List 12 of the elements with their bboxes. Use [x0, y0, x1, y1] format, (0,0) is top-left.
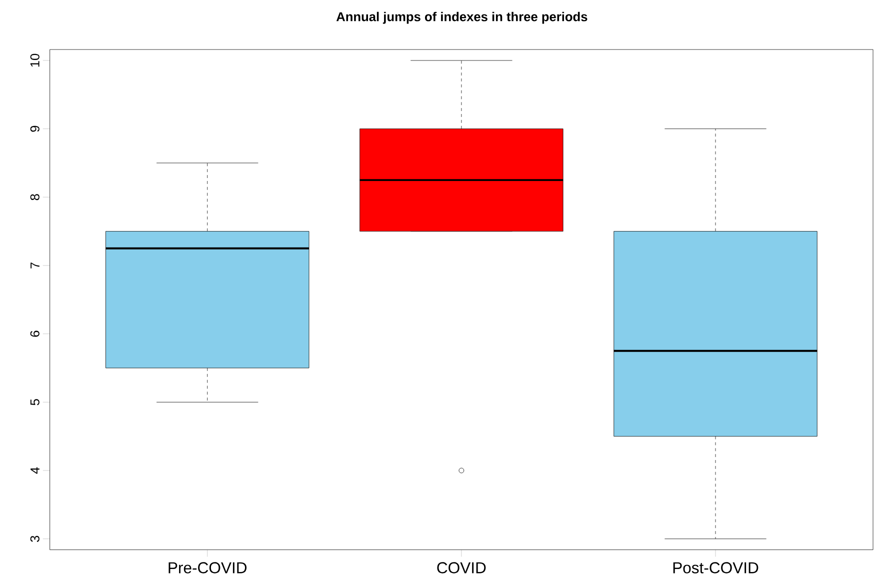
x-tick-label: COVID	[437, 562, 486, 574]
x-tick-label: Post-COVID	[673, 562, 758, 574]
y-tick-label: 10	[30, 54, 40, 66]
y-tick-label: 8	[30, 194, 40, 200]
chart-title: Annual jumps of indexes in three periods	[336, 12, 588, 24]
y-tick-label: 7	[30, 262, 40, 268]
y-tick-label: 5	[30, 398, 40, 406]
y-tick-label: 6	[30, 330, 40, 337]
y-tick-label: 3	[30, 536, 40, 542]
y-tick-label: 4	[30, 467, 40, 474]
y-tick-label: 9	[30, 126, 40, 132]
x-tick-label: Pre-COVID	[168, 562, 247, 574]
